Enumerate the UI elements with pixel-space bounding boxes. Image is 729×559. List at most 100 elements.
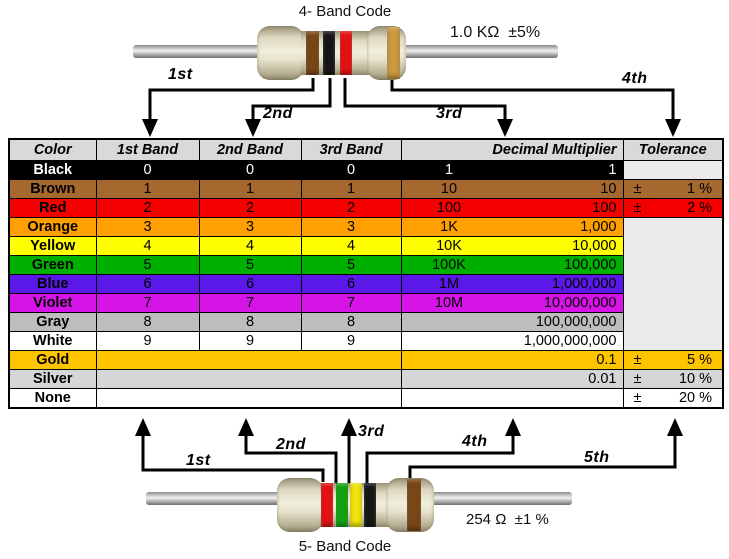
table-header-row: Color 1st Band 2nd Band 3rd Band Decimal… xyxy=(8,138,724,161)
pointer-label-2nd-bottom: 2nd xyxy=(276,436,306,453)
cell-decimal-multiplier: 1K 1,000 xyxy=(400,217,624,237)
cell-band-1: 2 xyxy=(95,198,200,218)
pointer-label-3rd-bottom: 3rd xyxy=(358,423,385,440)
cell-band-1: 4 xyxy=(95,236,200,256)
arrow-line-5th-bottom xyxy=(408,435,677,481)
cell-bands-merged xyxy=(95,388,402,409)
arrowhead-down-icon xyxy=(497,119,513,137)
cell-decimal-multiplier: 0.01 xyxy=(400,369,624,389)
cell-decimal-multiplier: 10M 10,000,000 xyxy=(400,293,624,313)
cell-tolerance-empty xyxy=(622,160,724,180)
cell-band-3: 6 xyxy=(300,274,402,294)
cell-band-1: 1 xyxy=(95,179,200,199)
resistor-band-red xyxy=(340,31,352,75)
resistor-band-black xyxy=(323,31,335,75)
table-row-brown: Brown 1 1 1 10 10 ±1 % xyxy=(8,179,724,199)
table-row-gold: Gold 0.1 ±5 % xyxy=(8,350,724,370)
four-band-title: 4- Band Code xyxy=(298,3,392,20)
cell-band-2: 2 xyxy=(198,198,302,218)
cell-band-2: 9 xyxy=(198,331,302,351)
resistor-band-brown xyxy=(407,479,421,531)
arrowhead-down-icon xyxy=(142,119,158,137)
pointer-label-4th-bottom: 4th xyxy=(462,433,488,450)
cell-band-2: 0 xyxy=(198,160,302,180)
cell-band-1: 3 xyxy=(95,217,200,237)
header-1st-band: 1st Band xyxy=(95,138,200,161)
cell-color-name: White xyxy=(8,331,97,351)
cell-color-name: None xyxy=(8,388,97,409)
cell-band-1: 0 xyxy=(95,160,200,180)
cell-band-2: 1 xyxy=(198,179,302,199)
arrowhead-up-icon xyxy=(135,418,151,436)
table-row-violet: Violet 7 7 7 10M 10,000,000 xyxy=(8,293,723,313)
resistor-body-cap-left xyxy=(277,478,323,532)
cell-band-3: 9 xyxy=(300,331,402,351)
table-row-white: White 9 9 9 1,000,000,000 xyxy=(8,331,723,351)
cell-color-name: Blue xyxy=(8,274,97,294)
four-band-value-label: 1.0 KΩ ±5% xyxy=(450,24,541,41)
cell-tolerance-merged xyxy=(622,217,724,351)
header-color: Color xyxy=(8,138,97,161)
cell-tolerance: ±1 % xyxy=(622,179,724,199)
pointer-label-1st-top: 1st xyxy=(168,66,193,83)
cell-band-1: 5 xyxy=(95,255,200,275)
resistor-band-black xyxy=(364,483,376,527)
cell-decimal-multiplier: 100K 100,000 xyxy=(400,255,624,275)
cell-color-name: Silver xyxy=(8,369,97,389)
cell-color-name: Red xyxy=(8,198,97,218)
arrowhead-down-icon xyxy=(245,119,261,137)
cell-band-2: 8 xyxy=(198,312,302,332)
cell-band-3: 8 xyxy=(300,312,402,332)
cell-decimal-multiplier xyxy=(400,388,624,409)
cell-color-name: Green xyxy=(8,255,97,275)
table-row-none: None ±20 % xyxy=(8,388,724,409)
cell-band-3: 2 xyxy=(300,198,402,218)
cell-decimal-multiplier: 0.1 xyxy=(400,350,624,370)
header-3rd-band: 3rd Band xyxy=(300,138,402,161)
pointer-label-2nd-top: 2nd xyxy=(263,105,293,122)
arrowhead-up-icon xyxy=(238,418,254,436)
cell-bands-merged xyxy=(95,369,402,389)
table-row-green: Green 5 5 5 100K 100,000 xyxy=(8,255,723,275)
resistor-band-gold xyxy=(387,27,400,79)
cell-band-2: 4 xyxy=(198,236,302,256)
cell-band-1: 8 xyxy=(95,312,200,332)
table-row-yellow: Yellow 4 4 4 10K 10,000 xyxy=(8,236,723,256)
arrow-line-4th-bottom xyxy=(365,435,515,485)
resistor-body-cap-left xyxy=(257,26,304,80)
header-decimal-multiplier: Decimal Multiplier xyxy=(400,138,624,161)
cell-color-name: Violet xyxy=(8,293,97,313)
pointer-label-1st-bottom: 1st xyxy=(186,452,211,469)
cell-color-name: Gold xyxy=(8,350,97,370)
five-band-title: 5- Band Code xyxy=(298,538,392,555)
cell-band-3: 0 xyxy=(300,160,402,180)
cell-band-3: 1 xyxy=(300,179,402,199)
cell-band-2: 7 xyxy=(198,293,302,313)
color-code-table: Color 1st Band 2nd Band 3rd Band Decimal… xyxy=(8,138,724,409)
header-tolerance: Tolerance xyxy=(622,138,724,161)
cell-decimal-multiplier: 100 100 xyxy=(400,198,624,218)
cell-color-name: Orange xyxy=(8,217,97,237)
cell-decimal-multiplier: 1M 1,000,000 xyxy=(400,274,624,294)
arrowhead-up-icon xyxy=(505,418,521,436)
cell-band-1: 7 xyxy=(95,293,200,313)
cell-band-3: 5 xyxy=(300,255,402,275)
table-row-silver: Silver 0.01 ±10 % xyxy=(8,369,724,389)
cell-decimal-multiplier: 100,000,000 xyxy=(400,312,624,332)
cell-decimal-multiplier: 10 10 xyxy=(400,179,624,199)
pointer-label-5th-bottom: 5th xyxy=(584,449,610,466)
cell-bands-merged xyxy=(95,350,402,370)
cell-tolerance: ±20 % xyxy=(622,388,724,409)
pointer-label-3rd-top: 3rd xyxy=(436,105,463,122)
cell-band-2: 3 xyxy=(198,217,302,237)
cell-tolerance: ±10 % xyxy=(622,369,724,389)
header-2nd-band: 2nd Band xyxy=(198,138,302,161)
color-code-table-wrap: Color 1st Band 2nd Band 3rd Band Decimal… xyxy=(8,138,724,409)
table-row-gray: Gray 8 8 8 100,000,000 xyxy=(8,312,723,332)
resistor-band-green xyxy=(336,483,348,527)
cell-color-name: Gray xyxy=(8,312,97,332)
cell-band-3: 3 xyxy=(300,217,402,237)
table-row-red: Red 2 2 2 100 100 ±2 % xyxy=(8,198,724,218)
cell-decimal-multiplier: 10K 10,000 xyxy=(400,236,624,256)
